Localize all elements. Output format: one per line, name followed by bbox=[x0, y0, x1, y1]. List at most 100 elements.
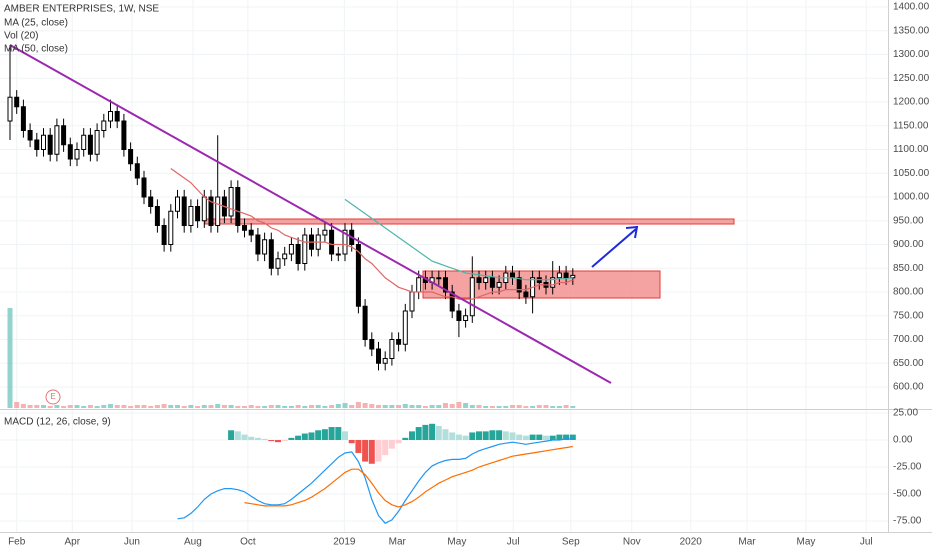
candle-body bbox=[168, 210, 174, 245]
x-tick-label: Apr bbox=[65, 537, 81, 548]
macd-histogram-bar bbox=[368, 440, 375, 464]
candle-body bbox=[570, 274, 576, 279]
volume-bar bbox=[54, 405, 60, 408]
volume-bar bbox=[402, 404, 408, 408]
candle-body bbox=[556, 272, 562, 279]
volume-bar bbox=[134, 405, 140, 408]
y-tick-label: 1200.00 bbox=[893, 97, 930, 108]
macd-histogram-bar bbox=[382, 440, 389, 456]
x-tick-label: 2019 bbox=[333, 537, 356, 548]
volume-bar bbox=[262, 406, 268, 408]
candle-body bbox=[288, 244, 294, 255]
volume-bar bbox=[409, 405, 415, 408]
candle-body bbox=[469, 277, 475, 317]
macd-histogram-bar bbox=[429, 423, 436, 440]
macd-histogram-bar bbox=[502, 431, 509, 440]
x-tick-label: Mar bbox=[738, 537, 756, 548]
candle-body bbox=[282, 253, 288, 260]
x-tick-label: Nov bbox=[623, 537, 641, 548]
volume-bar bbox=[476, 405, 482, 408]
y-tick-label: 1100.00 bbox=[893, 144, 929, 155]
candle-body bbox=[355, 244, 361, 307]
candle-body bbox=[47, 134, 53, 155]
candle-body bbox=[228, 187, 234, 217]
macd-histogram-bar bbox=[455, 434, 462, 440]
volume-layer bbox=[7, 308, 576, 408]
indicator-label[interactable]: MACD (12, 26, close, 9) bbox=[4, 417, 111, 428]
earnings-label: E bbox=[50, 392, 55, 401]
volume-bar bbox=[456, 402, 462, 408]
macd-histogram-bar bbox=[348, 440, 355, 444]
volume-bar bbox=[563, 405, 569, 408]
volume-bar bbox=[275, 405, 281, 408]
volume-bar bbox=[449, 404, 455, 408]
candle-body bbox=[489, 277, 495, 288]
candle-body bbox=[302, 234, 308, 264]
volume-bar bbox=[268, 405, 274, 408]
volume-bar bbox=[195, 406, 201, 408]
candle-body bbox=[362, 305, 368, 340]
macd-histogram-bar bbox=[469, 432, 476, 440]
volume-bar bbox=[61, 406, 67, 408]
candle-body bbox=[148, 196, 154, 207]
macd-histogram-bar bbox=[248, 436, 255, 440]
indicator-label[interactable]: MA (25, close) bbox=[4, 18, 68, 29]
candle-body bbox=[81, 134, 87, 150]
y-tick-label: 850.00 bbox=[893, 263, 924, 274]
volume-bar bbox=[108, 404, 113, 408]
x-tick-label: Sep bbox=[562, 537, 580, 548]
earnings-marker[interactable] bbox=[45, 389, 61, 405]
indicator-label[interactable]: MA (50, close) bbox=[4, 44, 68, 55]
macd-histogram-bar bbox=[228, 430, 235, 440]
volume-bar bbox=[523, 406, 529, 408]
indicator-label[interactable]: Vol (20) bbox=[4, 31, 38, 42]
macd-histogram-bar bbox=[496, 430, 503, 440]
candle-body bbox=[523, 291, 529, 298]
candle-body bbox=[275, 258, 281, 269]
macd-histogram-bar bbox=[529, 434, 536, 440]
candle-body bbox=[389, 339, 395, 359]
candle-body bbox=[396, 339, 402, 345]
macd-layer bbox=[177, 423, 576, 524]
candle-body bbox=[416, 277, 422, 293]
volume-bar bbox=[429, 405, 435, 408]
volume-bar bbox=[14, 402, 20, 408]
macd-histogram-bar bbox=[395, 440, 402, 444]
candle-body bbox=[516, 277, 522, 293]
macd-histogram-bar bbox=[409, 431, 415, 440]
macd-histogram-bar bbox=[569, 434, 576, 440]
volume-bar bbox=[148, 406, 154, 408]
macd-line bbox=[244, 445, 573, 508]
y-tick-label: 1300.00 bbox=[893, 49, 930, 60]
volume-bar bbox=[41, 405, 46, 408]
y-tick-label: 800.00 bbox=[893, 287, 924, 298]
candle-body bbox=[175, 196, 180, 212]
candle-body bbox=[94, 130, 100, 155]
volume-bar bbox=[114, 405, 120, 408]
y-tick-label: 600.00 bbox=[893, 382, 924, 393]
volume-bar bbox=[362, 403, 368, 408]
candle-body bbox=[496, 282, 502, 288]
candle-body bbox=[208, 196, 214, 226]
macd-histogram-bar bbox=[268, 440, 275, 442]
candle-body bbox=[295, 244, 301, 264]
volume-bar bbox=[376, 405, 381, 408]
candle-body bbox=[7, 96, 13, 122]
macd-histogram-bar bbox=[509, 432, 516, 440]
volume-bar bbox=[510, 405, 515, 408]
candle-body bbox=[61, 125, 67, 146]
volume-bar bbox=[335, 404, 341, 408]
candle-body bbox=[54, 125, 60, 155]
candle-body bbox=[255, 234, 261, 255]
grid-layer bbox=[0, 0, 888, 532]
x-tick-label: Jul bbox=[507, 537, 520, 548]
macd-histogram-bar bbox=[234, 431, 241, 440]
volume-bar bbox=[81, 406, 87, 408]
volume-bar bbox=[208, 405, 214, 408]
volume-bar bbox=[329, 405, 335, 408]
candle-body bbox=[201, 196, 207, 222]
volume-bar bbox=[47, 406, 53, 408]
volume-bar bbox=[516, 405, 522, 408]
candle-body bbox=[483, 277, 489, 283]
candle-body bbox=[74, 149, 80, 160]
